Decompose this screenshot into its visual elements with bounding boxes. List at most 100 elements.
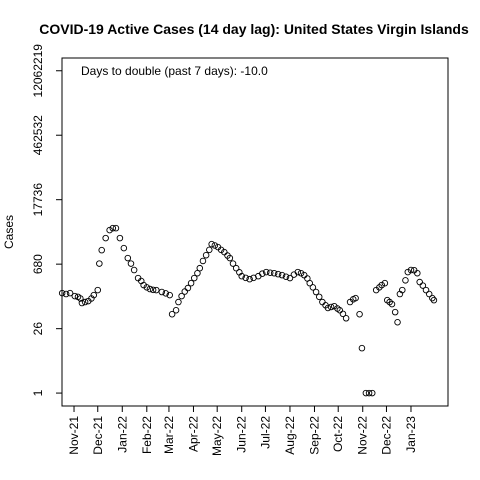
data-point [306, 279, 313, 287]
data-point [184, 284, 192, 292]
y-tick-label: 680 [31, 254, 45, 274]
data-point [339, 310, 347, 318]
data-point [96, 260, 103, 267]
x-tick-label: Jan-22 [115, 416, 129, 453]
data-point [297, 269, 305, 277]
data-point [246, 275, 253, 283]
data-point [394, 318, 401, 326]
x-tick-label: Sep-22 [307, 416, 321, 455]
data-point [402, 277, 409, 284]
data-point [229, 260, 237, 267]
data-point [196, 264, 204, 272]
data-point [319, 298, 326, 306]
data-point [399, 286, 406, 294]
data-point [342, 315, 350, 322]
data-point [166, 291, 173, 299]
data-point [168, 310, 176, 318]
data-point [419, 282, 427, 289]
data-point [62, 290, 70, 298]
data-point [315, 293, 323, 301]
data-point [187, 279, 195, 287]
data-point [194, 269, 201, 277]
data-point [429, 294, 436, 302]
data-point [422, 286, 430, 294]
y-tick-label: 462532 [31, 115, 45, 155]
data-point [112, 224, 120, 232]
data-point [414, 269, 421, 277]
data-point [262, 268, 270, 276]
data-point [238, 272, 245, 280]
data-point [270, 269, 278, 277]
data-point [407, 266, 415, 274]
data-point [358, 344, 366, 352]
plot-frame [61, 57, 449, 407]
data-point [259, 270, 266, 277]
x-tick-label: Jul-22 [258, 416, 272, 449]
data-point [312, 288, 320, 296]
data-point [102, 234, 109, 242]
data-point [191, 274, 198, 282]
data-point [274, 270, 282, 278]
data-point [294, 268, 302, 276]
data-point [78, 299, 86, 307]
x-tick-label: Dec-21 [91, 416, 105, 455]
x-tick-label: Feb-22 [140, 416, 154, 454]
y-tick-label: 1 [31, 389, 45, 396]
data-point [309, 284, 317, 291]
x-tick-label: Apr-22 [186, 416, 200, 452]
data-point [172, 307, 180, 314]
data-point [327, 303, 335, 311]
data-point [368, 389, 376, 397]
data-point [324, 304, 332, 312]
data-point [90, 291, 98, 299]
data-point [143, 284, 151, 291]
data-point [71, 292, 79, 300]
data-point [242, 274, 249, 282]
data-point [199, 257, 207, 265]
data-point [416, 278, 423, 286]
x-tick-label: Nov-22 [356, 416, 370, 455]
data-point [127, 260, 135, 267]
chart-title: COVID-19 Active Cases (14 day lag): Unit… [39, 21, 469, 37]
data-point [162, 290, 170, 297]
data-point [130, 266, 138, 274]
data-point [378, 281, 385, 289]
data-point [226, 254, 234, 262]
data-point [362, 389, 370, 397]
y-tick-label: 17736 [31, 183, 45, 217]
annotation: Days to double (past 7 days): -10.0 [81, 64, 268, 78]
data-point [178, 292, 185, 300]
data-point [282, 273, 290, 280]
data-point [391, 308, 399, 316]
x-tick-label: Dec-22 [379, 416, 393, 455]
data-point [381, 279, 389, 287]
data-point [158, 288, 166, 296]
data-point [175, 298, 182, 306]
data-point [430, 296, 438, 304]
data-point [77, 295, 84, 302]
data-point [365, 389, 373, 397]
data-point [94, 286, 102, 294]
data-point [81, 298, 89, 306]
data-point [286, 274, 294, 282]
x-tick-label: Nov-21 [67, 416, 81, 455]
data-point [232, 264, 240, 272]
x-tick-label: Mar-22 [162, 416, 176, 454]
data-point [356, 310, 363, 318]
data-point [352, 294, 359, 302]
data-point [116, 234, 124, 242]
data-point [109, 224, 117, 232]
data-point [124, 254, 132, 262]
data-point [266, 269, 274, 277]
data-point [278, 271, 286, 279]
data-point [66, 289, 74, 297]
y-axis-label: Cases [2, 215, 16, 249]
data-point [146, 285, 154, 293]
data-point [153, 286, 160, 294]
data-point [98, 246, 105, 254]
data-point [206, 246, 213, 254]
data-point [388, 300, 396, 308]
data-point [208, 240, 215, 248]
data-point [336, 307, 344, 314]
